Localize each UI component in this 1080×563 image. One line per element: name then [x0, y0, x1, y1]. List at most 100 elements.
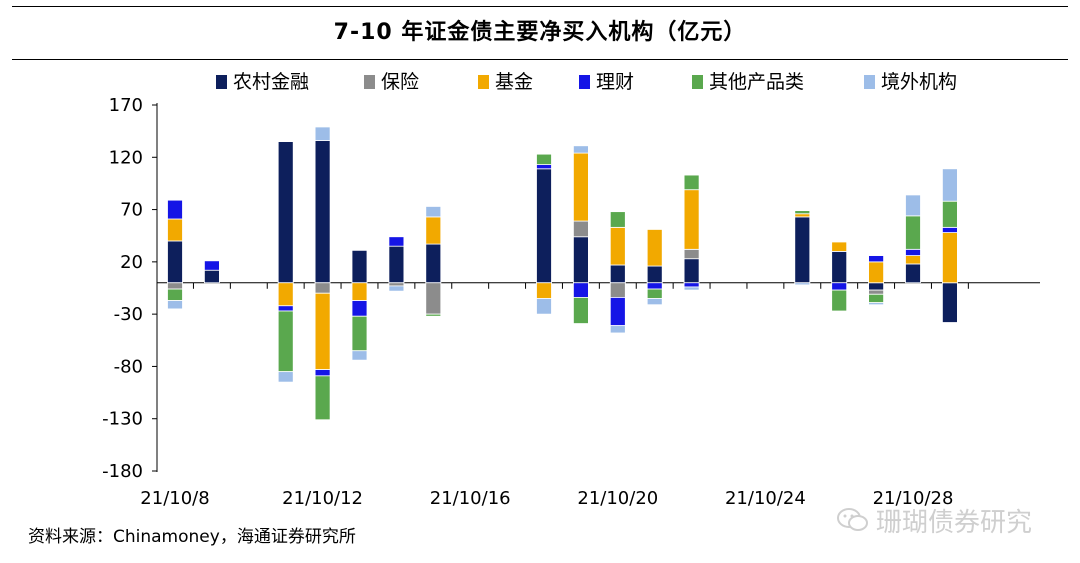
- y-tick-label: 70: [120, 200, 143, 221]
- bar-segment: [683, 174, 700, 191]
- bar-segment: [314, 140, 331, 284]
- bar-segment: [683, 248, 700, 260]
- x-tick-label: 21/10/28: [873, 488, 954, 509]
- bar-segment: [167, 300, 183, 310]
- bar-segment: [794, 282, 811, 286]
- bar-segment: [905, 194, 921, 217]
- legend-label: 理财: [596, 71, 634, 93]
- bar-segment: [794, 210, 811, 215]
- bar-segment: [646, 265, 663, 284]
- bar-segment: [831, 282, 848, 291]
- bar-segment: [351, 282, 368, 301]
- bar-segment: [868, 282, 884, 291]
- source-note: 资料来源：Chinamoney，海通证券研究所: [28, 527, 356, 547]
- bar-segment: [573, 297, 589, 324]
- bar-segment: [351, 315, 368, 352]
- bar-segment: [683, 282, 700, 288]
- bar-segment: [942, 168, 958, 202]
- bar-segment: [646, 282, 663, 290]
- bar-segment: [831, 241, 848, 252]
- bar-segment: [536, 168, 552, 284]
- bar-segment: [314, 375, 331, 421]
- bar-segment: [388, 236, 405, 247]
- bar-segment: [536, 282, 552, 299]
- bar-segment: [425, 313, 442, 317]
- bar-segment: [388, 282, 405, 287]
- bar-segment: [646, 288, 663, 299]
- watermark: 珊瑚债券研究: [836, 500, 1056, 540]
- bar-segment: [868, 289, 884, 295]
- bar-segment: [942, 282, 958, 323]
- bar-segment: [388, 245, 405, 284]
- watermark-text: 珊瑚债券研究: [876, 507, 1033, 538]
- bar-segment: [536, 164, 552, 170]
- chart-title: 7-10 年证金债主要净买入机构（亿元）: [333, 20, 747, 45]
- bar-segment: [167, 288, 183, 301]
- bar-segment: [573, 236, 589, 284]
- bar-segment: [683, 258, 700, 284]
- bar-segment: [536, 298, 552, 315]
- bar-segment: [425, 282, 442, 315]
- bar-segment: [277, 310, 294, 373]
- x-tick-label: 21/10/12: [282, 488, 363, 509]
- bar-segment: [167, 218, 183, 242]
- bar-segment: [536, 153, 552, 166]
- bar-segment: [942, 232, 958, 284]
- legend-swatch: [864, 75, 875, 89]
- bar-segment: [351, 350, 368, 361]
- legend-swatch: [478, 75, 489, 89]
- legend-label: 其他产品类: [709, 71, 804, 93]
- bar-segment: [167, 240, 183, 284]
- bar-segment: [388, 285, 405, 292]
- title-top-rule: [12, 6, 1068, 7]
- y-tick-label: 120: [109, 147, 143, 168]
- y-tick-label: -30: [114, 304, 143, 325]
- y-tick-label: -180: [102, 461, 143, 482]
- bar-segment: [425, 243, 442, 284]
- x-tick-label: 21/10/8: [140, 488, 209, 509]
- title-bottom-rule: [12, 59, 1068, 60]
- bar-segment: [167, 199, 183, 220]
- y-tick-label: -80: [114, 356, 143, 377]
- y-tick-label: 20: [120, 252, 143, 273]
- bar-segment: [868, 302, 884, 306]
- bar-segment: [905, 215, 921, 250]
- bar-segment: [646, 229, 663, 267]
- x-tick-label: 21/10/16: [430, 488, 511, 509]
- bar-segment: [942, 200, 958, 228]
- bar-segment: [425, 216, 442, 245]
- bar-segment: [277, 141, 294, 284]
- bar-segment: [277, 282, 294, 307]
- bar-segment: [868, 261, 884, 284]
- y-tick-label: 170: [109, 95, 143, 116]
- bar-segment: [573, 145, 589, 154]
- bar-segment: [683, 189, 700, 250]
- bar-segment: [868, 293, 884, 304]
- bar-segment: [573, 282, 589, 298]
- bar-segment: [425, 206, 442, 218]
- x-tick-label: 21/10/24: [725, 488, 806, 509]
- bar-segment: [203, 260, 220, 271]
- bar-segment: [351, 249, 368, 284]
- bar-segment: [314, 282, 331, 294]
- legend-label: 农村金融: [233, 71, 309, 93]
- bar-segment: [942, 226, 958, 233]
- bar-segment: [905, 248, 921, 256]
- bar-segment: [831, 289, 848, 312]
- bar-segment: [573, 152, 589, 222]
- bar-segment: [609, 297, 626, 327]
- bar-segment: [277, 371, 294, 383]
- bar-segment: [314, 292, 331, 370]
- bar-segment: [609, 325, 626, 334]
- bar-segment: [794, 213, 811, 218]
- bar-segment: [314, 126, 331, 141]
- bar-segment: [573, 220, 589, 238]
- bar-segment: [609, 226, 626, 266]
- bar-segment: [683, 286, 700, 291]
- wechat-icon: [837, 508, 868, 531]
- legend-label: 基金: [495, 71, 533, 93]
- bar-segment: [167, 282, 183, 290]
- legend-swatch: [364, 75, 375, 89]
- bar-segment: [905, 263, 921, 284]
